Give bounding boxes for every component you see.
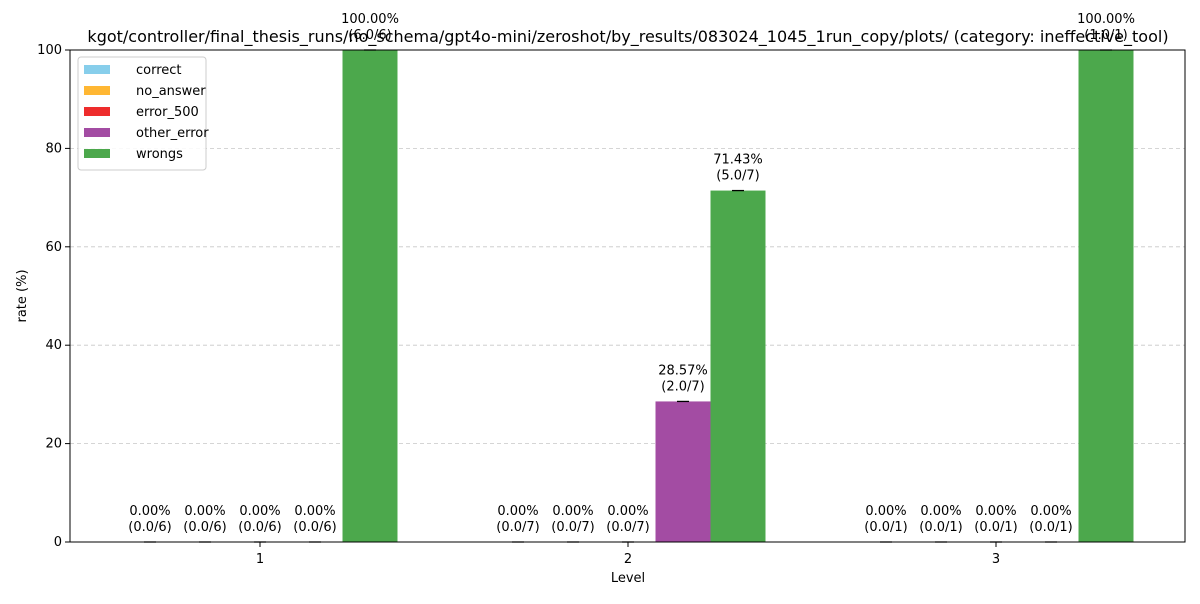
data-label-line: 0.00% — [497, 504, 538, 519]
data-label-line: 71.43% — [713, 153, 763, 168]
x-tick-label: 3 — [992, 552, 1000, 567]
data-label-line: 28.57% — [658, 363, 708, 378]
plot-frame — [69, 49, 1186, 543]
data-label-line: 0.00% — [1030, 504, 1071, 519]
legend-frame — [77, 56, 207, 171]
bar-wrongs — [1078, 50, 1134, 542]
y-tick-label: 100 — [37, 43, 62, 58]
data-label: 100.00% (6.0/6) — [341, 12, 399, 43]
legend-label: wrongs — [136, 147, 183, 162]
data-label-line: (0.0/6) — [293, 520, 336, 535]
data-label-line: (0.0/6) — [128, 520, 171, 535]
y-axis-label: rate (%) — [15, 269, 30, 322]
data-label-line: 0.00% — [920, 504, 961, 519]
y-tick-label: 40 — [45, 338, 62, 353]
legend-label: no_answer — [136, 84, 206, 99]
y-tick-label: 0 — [54, 535, 62, 550]
data-label-line: (0.0/7) — [496, 520, 539, 535]
legend-swatch — [84, 128, 110, 137]
legend-label: error_500 — [136, 105, 199, 120]
data-label-line: (0.0/1) — [864, 520, 907, 535]
data-label-line: (0.0/1) — [974, 520, 1017, 535]
y-tick-label: 60 — [45, 240, 62, 255]
data-label: 0.00% (0.0/6) — [183, 504, 226, 535]
legend-label: other_error — [136, 126, 209, 141]
data-label: 71.43% (5.0/7) — [713, 153, 763, 184]
legend-swatch — [84, 149, 110, 158]
data-label-line: (0.0/6) — [183, 520, 226, 535]
legend-swatch — [84, 86, 110, 95]
data-label-line: 0.00% — [865, 504, 906, 519]
bar-wrongs — [710, 190, 766, 543]
data-label-line: 100.00% — [1077, 12, 1135, 27]
data-label-line: (5.0/7) — [716, 169, 759, 184]
x-tick-label: 2 — [624, 552, 632, 567]
data-label: 0.00% (0.0/1) — [1029, 504, 1072, 535]
legend-label: correct — [136, 63, 182, 78]
data-label: 100.00% (1.0/1) — [1077, 12, 1135, 43]
data-label-line: 0.00% — [129, 504, 170, 519]
data-label-line: (6.0/6) — [348, 28, 391, 43]
data-label-line: 0.00% — [607, 504, 648, 519]
data-label-line: 0.00% — [184, 504, 225, 519]
data-label-line: 0.00% — [975, 504, 1016, 519]
y-tick-label: 20 — [45, 437, 62, 452]
data-label: 0.00% (0.0/6) — [293, 504, 336, 535]
data-label: 0.00% (0.0/1) — [864, 504, 907, 535]
bar-wrongs — [342, 50, 398, 542]
data-label-line: (0.0/7) — [551, 520, 594, 535]
data-label: 0.00% (0.0/7) — [606, 504, 649, 535]
data-label-line: (0.0/7) — [606, 520, 649, 535]
legend: correct no_answer error_500 other_errorwron… — [77, 56, 209, 171]
data-label: 0.00% (0.0/6) — [238, 504, 281, 535]
data-label: 0.00% (0.0/7) — [496, 504, 539, 535]
data-label: 0.00% (0.0/7) — [551, 504, 594, 535]
legend-swatch — [84, 107, 110, 116]
data-label-line: (1.0/1) — [1084, 28, 1127, 43]
x-axis-label: Level — [611, 571, 645, 586]
legend-swatch — [84, 65, 110, 74]
data-label: 0.00% (0.0/1) — [974, 504, 1017, 535]
data-label: 0.00% (0.0/1) — [919, 504, 962, 535]
x-tick-label: 1 — [256, 552, 264, 567]
data-label-line: (0.0/1) — [919, 520, 962, 535]
data-label-line: 100.00% — [341, 12, 399, 27]
data-label-line: (2.0/7) — [661, 379, 704, 394]
y-tick-label: 80 — [45, 141, 62, 156]
data-label: 0.00% (0.0/6) — [128, 504, 171, 535]
data-label-line: (0.0/1) — [1029, 520, 1072, 535]
data-label-line: 0.00% — [239, 504, 280, 519]
chart-title: kgot/controller/final_thesis_runs/no_sch… — [87, 27, 1168, 47]
data-label-line: 0.00% — [552, 504, 593, 519]
data-label: 28.57% (2.0/7) — [658, 363, 708, 394]
bar-other_error — [655, 401, 711, 542]
data-label-line: (0.0/6) — [238, 520, 281, 535]
data-label-line: 0.00% — [294, 504, 335, 519]
